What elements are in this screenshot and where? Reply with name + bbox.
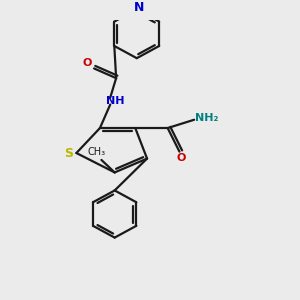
Text: NH₂: NH₂ [195,113,218,123]
Text: NH: NH [106,96,125,106]
Text: CH₃: CH₃ [88,147,106,157]
Text: N: N [134,1,144,13]
Text: O: O [83,58,92,68]
Text: S: S [64,146,74,160]
Text: O: O [176,153,186,163]
